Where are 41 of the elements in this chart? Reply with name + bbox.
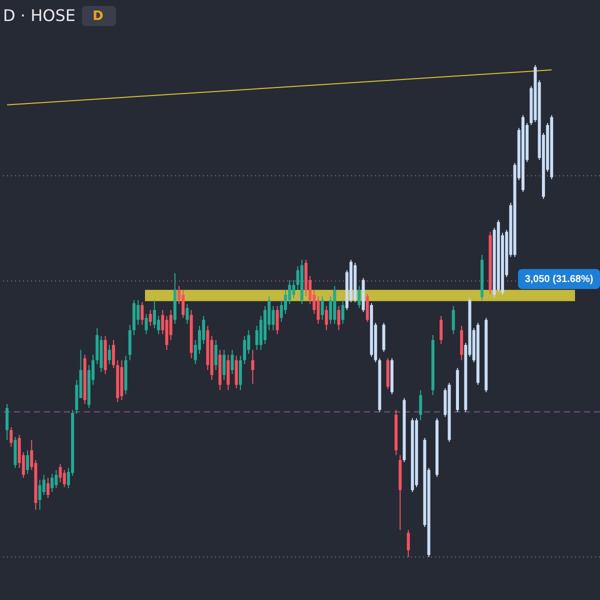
candlestick xyxy=(108,344,111,365)
candlestick xyxy=(26,450,30,474)
chart-title: D · HOSE xyxy=(3,6,76,25)
candlestick xyxy=(243,336,246,365)
candlestick xyxy=(452,306,455,335)
candlestick xyxy=(169,310,172,341)
candlestick xyxy=(320,296,324,320)
candlestick xyxy=(10,426,13,448)
candlestick xyxy=(251,349,254,384)
candlestick xyxy=(152,300,156,329)
candlestick xyxy=(42,474,46,496)
candlestick xyxy=(214,340,218,371)
candlestick xyxy=(341,300,344,324)
candlestick xyxy=(358,285,361,309)
candlestick xyxy=(38,479,42,510)
candlestick xyxy=(316,296,320,324)
candlestick xyxy=(58,464,62,483)
candlestick xyxy=(419,390,422,421)
candlestick xyxy=(284,289,287,314)
candlestick xyxy=(112,340,116,369)
candlestick xyxy=(366,293,369,322)
annotation: 3,050 (31.68%) xyxy=(524,274,594,285)
candlestick xyxy=(337,306,340,331)
candlestick xyxy=(292,280,296,299)
candlestick xyxy=(276,306,279,335)
candlestick xyxy=(182,289,185,318)
candlestick xyxy=(54,469,58,489)
candlestick xyxy=(148,310,152,326)
candlestick xyxy=(440,315,443,344)
candlestick xyxy=(324,306,328,331)
candlestick xyxy=(6,403,9,440)
text: D xyxy=(92,9,104,24)
candlestick xyxy=(144,313,148,335)
candlestick xyxy=(406,529,410,558)
candlestick xyxy=(62,469,66,488)
candlestick xyxy=(186,304,189,324)
candlestick xyxy=(50,473,54,493)
candlestick xyxy=(140,302,144,326)
candlestick xyxy=(46,477,50,498)
candlestick xyxy=(230,349,234,374)
candlestick xyxy=(222,349,226,380)
